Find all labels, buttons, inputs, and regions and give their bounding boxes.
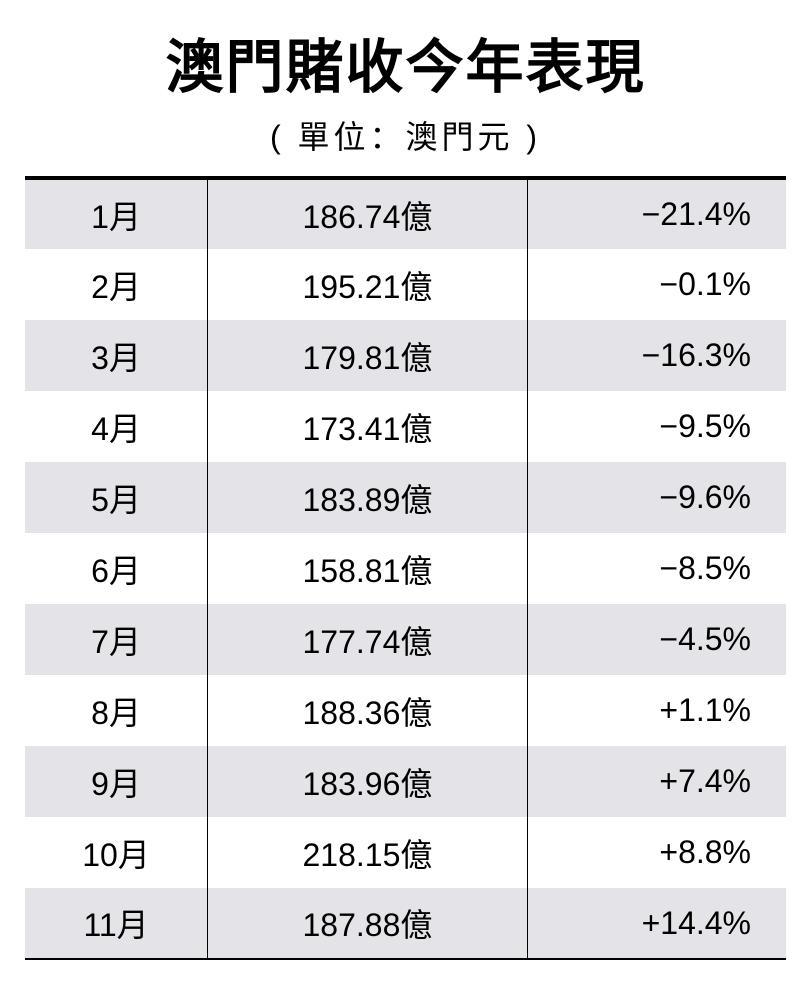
table-row: 11月 187.88億 +14.4% xyxy=(25,888,786,959)
cell-amount: 177.74億 xyxy=(208,604,528,675)
table-body: 1月 186.74億 −21.4% 2月 195.21億 −0.1% 3月 17… xyxy=(25,178,786,959)
cell-month: 7月 xyxy=(25,604,208,675)
cell-change: +1.1% xyxy=(527,675,786,746)
cell-month: 4月 xyxy=(25,391,208,462)
table-row: 8月 188.36億 +1.1% xyxy=(25,675,786,746)
cell-amount: 186.74億 xyxy=(208,178,528,249)
table-row: 1月 186.74億 −21.4% xyxy=(25,178,786,249)
cell-amount: 218.15億 xyxy=(208,817,528,888)
cell-change: −0.1% xyxy=(527,249,786,320)
cell-month: 1月 xyxy=(25,178,208,249)
cell-month: 10月 xyxy=(25,817,208,888)
cell-change: +8.8% xyxy=(527,817,786,888)
cell-month: 5月 xyxy=(25,462,208,533)
table-row: 9月 183.96億 +7.4% xyxy=(25,746,786,817)
table-row: 10月 218.15億 +8.8% xyxy=(25,817,786,888)
cell-month: 6月 xyxy=(25,533,208,604)
cell-amount: 188.36億 xyxy=(208,675,528,746)
page-subtitle: ( 單位：澳門元 ) xyxy=(25,112,786,158)
cell-amount: 195.21億 xyxy=(208,249,528,320)
table-row: 7月 177.74億 −4.5% xyxy=(25,604,786,675)
cell-month: 2月 xyxy=(25,249,208,320)
cell-amount: 187.88億 xyxy=(208,888,528,959)
cell-month: 11月 xyxy=(25,888,208,959)
table-row: 3月 179.81億 −16.3% xyxy=(25,320,786,391)
cell-change: +14.4% xyxy=(527,888,786,959)
cell-month: 8月 xyxy=(25,675,208,746)
revenue-table: 1月 186.74億 −21.4% 2月 195.21億 −0.1% 3月 17… xyxy=(25,176,786,960)
cell-amount: 173.41億 xyxy=(208,391,528,462)
cell-change: −16.3% xyxy=(527,320,786,391)
cell-month: 9月 xyxy=(25,746,208,817)
table-row: 6月 158.81億 −8.5% xyxy=(25,533,786,604)
cell-change: −9.5% xyxy=(527,391,786,462)
table-row: 4月 173.41億 −9.5% xyxy=(25,391,786,462)
cell-change: −21.4% xyxy=(527,178,786,249)
cell-change: −8.5% xyxy=(527,533,786,604)
cell-amount: 179.81億 xyxy=(208,320,528,391)
cell-month: 3月 xyxy=(25,320,208,391)
cell-change: −9.6% xyxy=(527,462,786,533)
cell-amount: 158.81億 xyxy=(208,533,528,604)
table-row: 5月 183.89億 −9.6% xyxy=(25,462,786,533)
table-row: 2月 195.21億 −0.1% xyxy=(25,249,786,320)
cell-change: −4.5% xyxy=(527,604,786,675)
page-title: 澳門賭收今年表現 xyxy=(25,20,786,104)
cell-change: +7.4% xyxy=(527,746,786,817)
cell-amount: 183.96億 xyxy=(208,746,528,817)
cell-amount: 183.89億 xyxy=(208,462,528,533)
